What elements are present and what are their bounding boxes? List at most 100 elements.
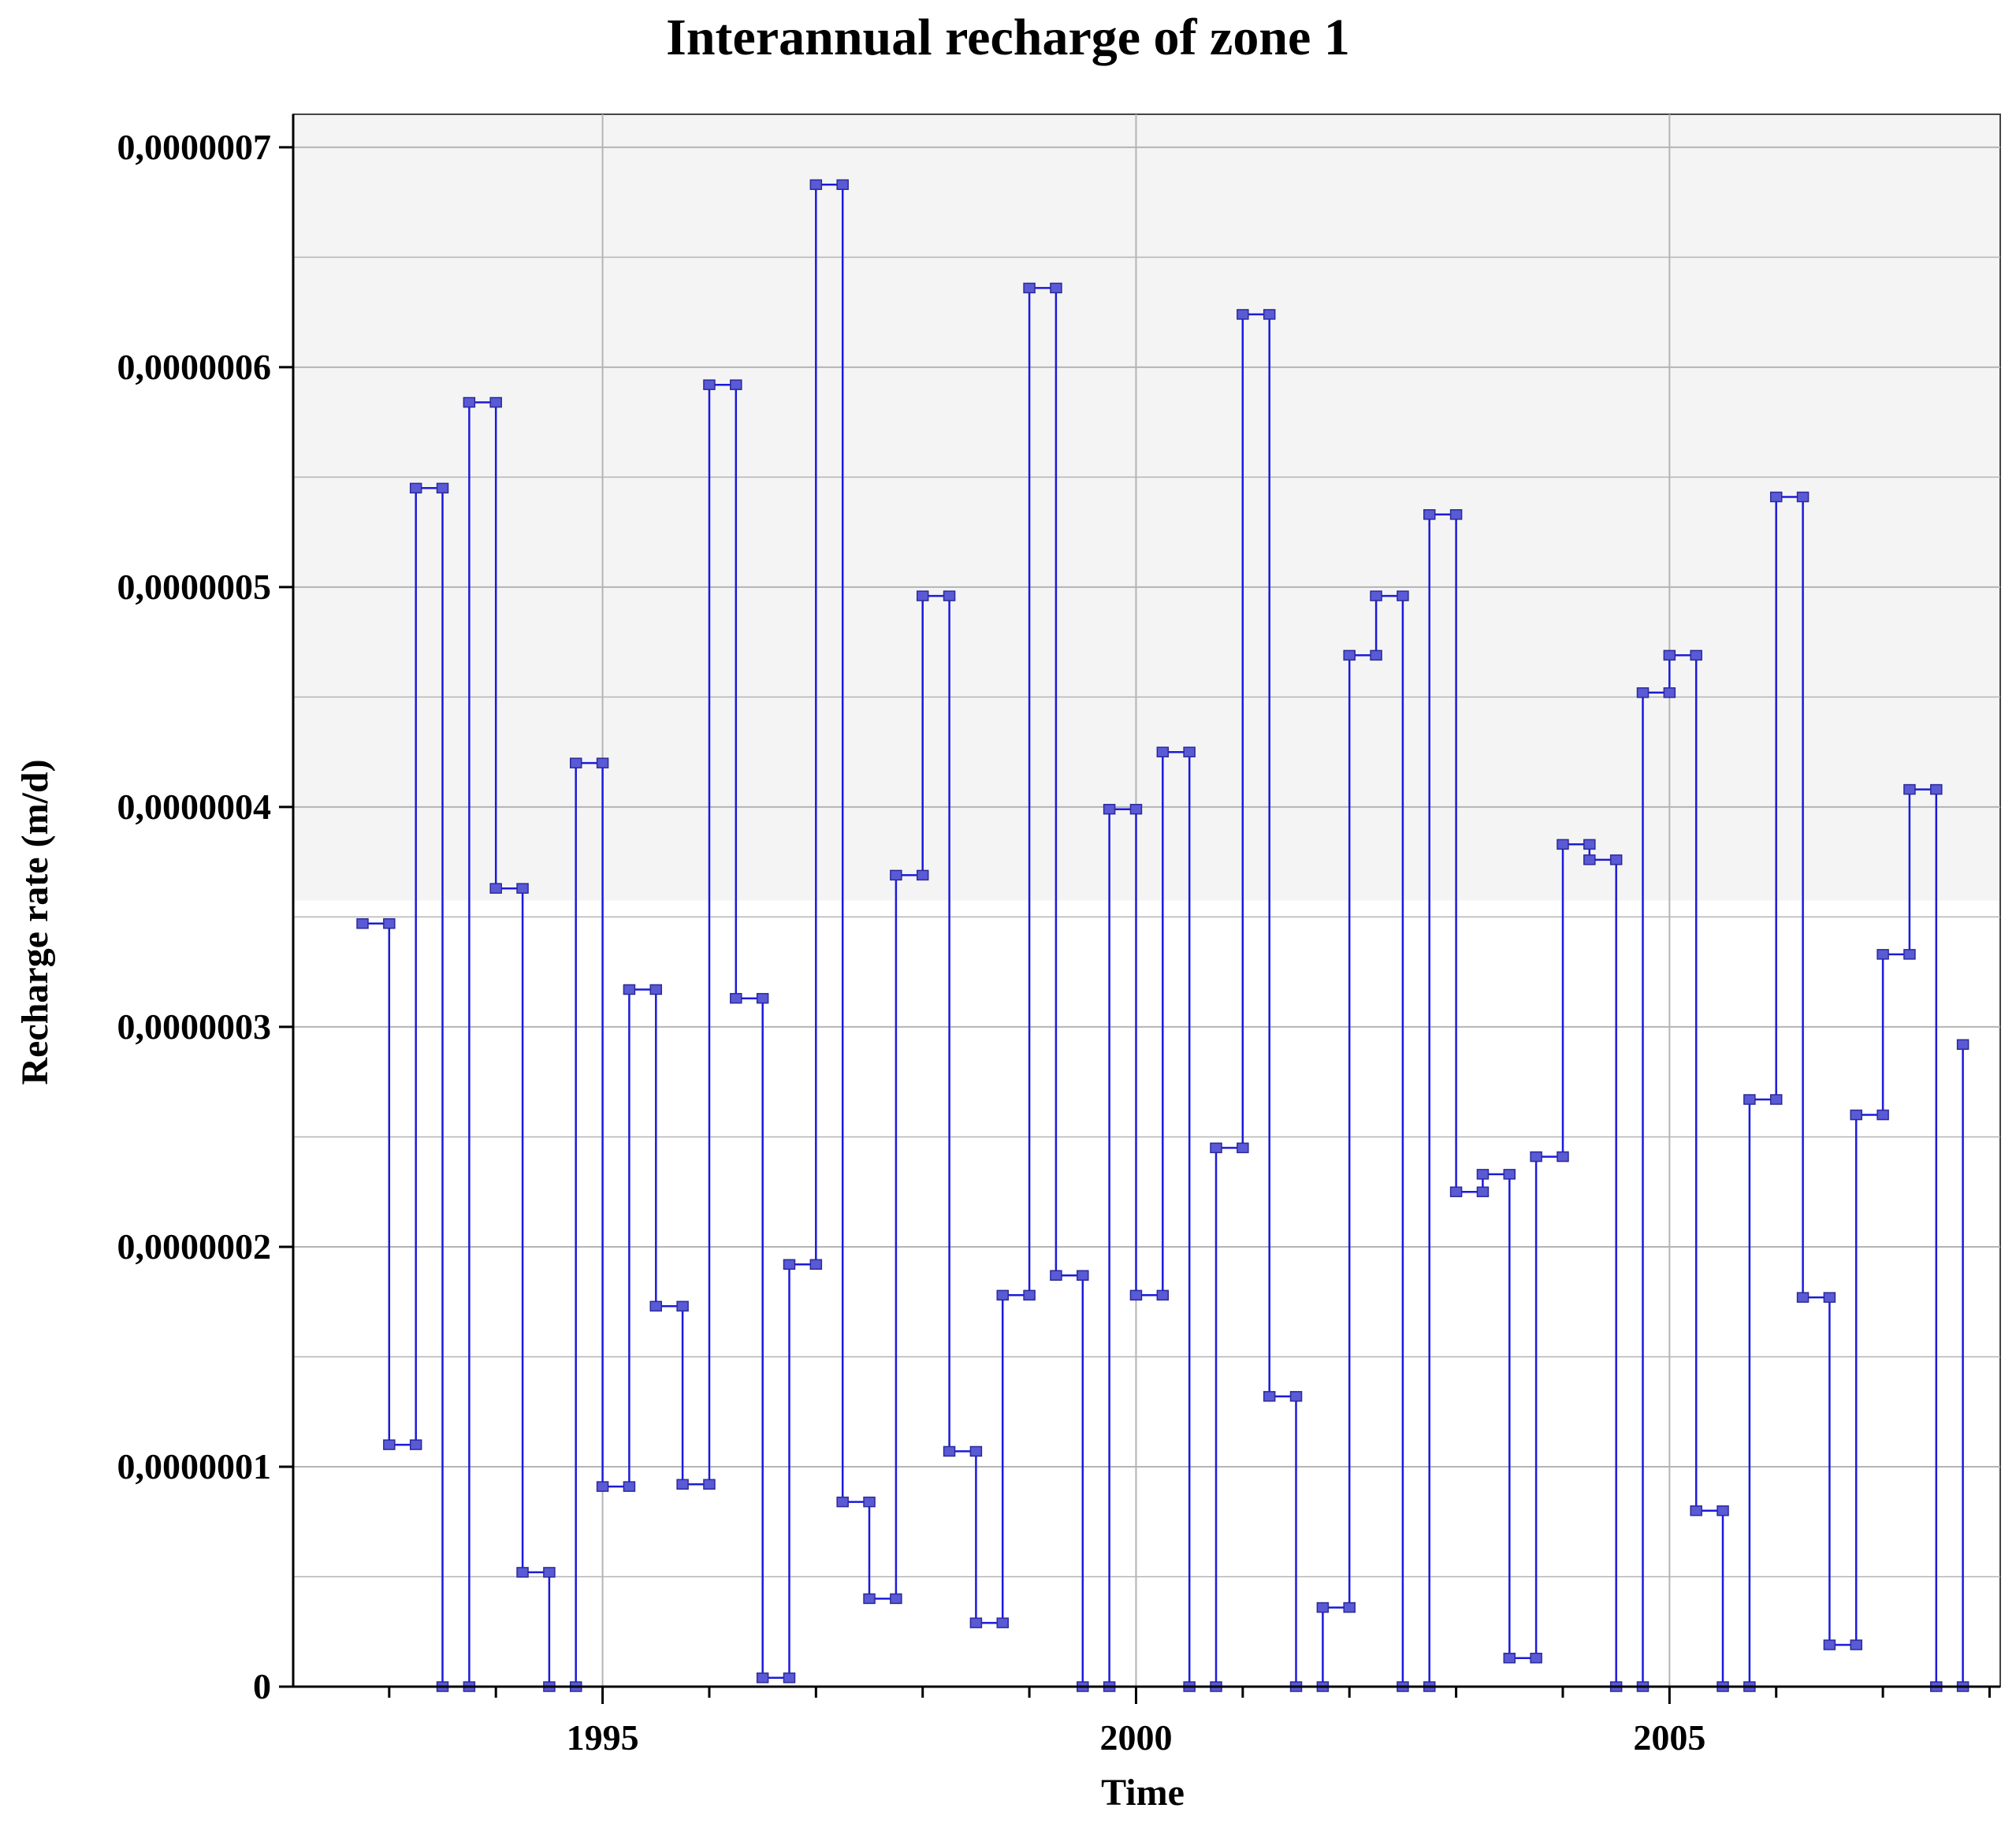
data-point — [436, 482, 449, 494]
data-point — [943, 1445, 956, 1457]
data-point — [356, 918, 369, 929]
x-tick-label: 1995 — [567, 1717, 639, 1758]
data-point — [1583, 839, 1596, 850]
data-point — [730, 379, 742, 390]
data-point — [1370, 590, 1382, 601]
data-point — [756, 992, 769, 1004]
data-point — [409, 1439, 422, 1450]
data-point — [1663, 649, 1676, 661]
data-point — [969, 1445, 983, 1457]
data-point — [1530, 1652, 1542, 1664]
x-tick-label: 2005 — [1633, 1717, 1705, 1758]
data-point — [676, 1479, 689, 1490]
data-point — [1289, 1390, 1303, 1402]
data-point — [1583, 854, 1596, 865]
data-point — [1877, 1109, 1889, 1121]
data-point — [1397, 590, 1409, 601]
data-point — [1769, 491, 1783, 503]
data-point — [836, 179, 849, 191]
data-point — [649, 984, 663, 995]
data-point — [1370, 649, 1382, 661]
data-point — [1903, 949, 1916, 960]
x-tick-label: 2000 — [1099, 1717, 1172, 1758]
chart-title: Interannual recharge of zone 1 — [666, 9, 1350, 66]
data-point — [1210, 1142, 1222, 1154]
data-point — [569, 757, 582, 768]
data-point — [1343, 1602, 1356, 1613]
data-point — [1877, 949, 1889, 960]
data-point — [1237, 309, 1249, 320]
data-point — [996, 1289, 1009, 1301]
data-point — [1156, 1289, 1170, 1301]
data-point — [543, 1567, 556, 1578]
data-point — [463, 396, 476, 408]
data-point — [596, 757, 609, 768]
data-point — [1530, 1151, 1542, 1163]
data-point — [1316, 1602, 1330, 1613]
data-point — [1476, 1186, 1490, 1197]
data-point — [623, 984, 636, 995]
data-point — [1050, 282, 1062, 294]
data-point — [943, 590, 956, 601]
data-point — [1796, 1292, 1810, 1303]
data-point — [1503, 1652, 1516, 1664]
data-point — [890, 1593, 902, 1605]
data-point — [649, 1300, 663, 1312]
data-point — [969, 1617, 983, 1628]
data-point — [916, 590, 929, 601]
data-point — [1103, 803, 1116, 815]
data-point — [383, 918, 396, 929]
data-point — [1717, 1505, 1729, 1516]
data-point — [809, 179, 823, 191]
data-point — [703, 379, 716, 390]
data-point — [1237, 1142, 1249, 1154]
data-point — [1077, 1270, 1089, 1281]
y-axis-title: Recharge rate (m/d) — [14, 759, 56, 1084]
data-point — [1449, 509, 1463, 520]
data-point — [1449, 1186, 1463, 1197]
data-point — [1769, 1094, 1783, 1105]
y-tick-label: 0,0000003 — [117, 1006, 272, 1047]
axes — [279, 114, 2000, 1704]
data-point — [863, 1593, 876, 1605]
data-point — [863, 1496, 876, 1508]
plot-background-band — [293, 114, 2000, 901]
data-point — [1636, 687, 1650, 698]
data-point — [409, 482, 422, 494]
data-point — [1343, 649, 1356, 661]
y-tick-label: 0,0000002 — [117, 1226, 272, 1267]
data-point — [1743, 1094, 1756, 1105]
data-point — [890, 869, 902, 881]
data-point — [783, 1672, 796, 1683]
data-point — [783, 1259, 796, 1271]
data-markers — [356, 179, 1970, 1692]
data-point — [1690, 649, 1702, 661]
data-point — [996, 1617, 1009, 1628]
data-point — [1903, 783, 1916, 795]
y-tick-label: 0,0000004 — [117, 787, 272, 827]
data-point — [1823, 1292, 1836, 1303]
data-point — [1796, 491, 1810, 503]
data-point — [1023, 282, 1036, 294]
data-point — [1423, 509, 1436, 520]
data-point — [516, 883, 529, 894]
data-point — [1023, 1289, 1036, 1301]
data-point — [1476, 1169, 1490, 1180]
data-point — [676, 1300, 689, 1312]
data-point — [596, 1481, 609, 1492]
data-point — [1263, 1390, 1276, 1402]
data-point — [1503, 1169, 1516, 1180]
tick-labels: 0 0,0000001 0,0000002 0,0000003 0,0000004 0,0… — [117, 127, 1706, 1758]
data-point — [1823, 1639, 1836, 1650]
data-point — [1690, 1505, 1702, 1516]
data-point — [516, 1567, 529, 1578]
data-point — [756, 1672, 769, 1683]
data-point — [489, 883, 502, 894]
data-point — [1183, 746, 1196, 757]
x-axis-title: Time — [1101, 1772, 1185, 1814]
data-point — [1663, 687, 1676, 698]
data-point — [1050, 1270, 1062, 1281]
y-tick-label: 0,0000001 — [117, 1446, 272, 1486]
data-point — [730, 992, 742, 1004]
